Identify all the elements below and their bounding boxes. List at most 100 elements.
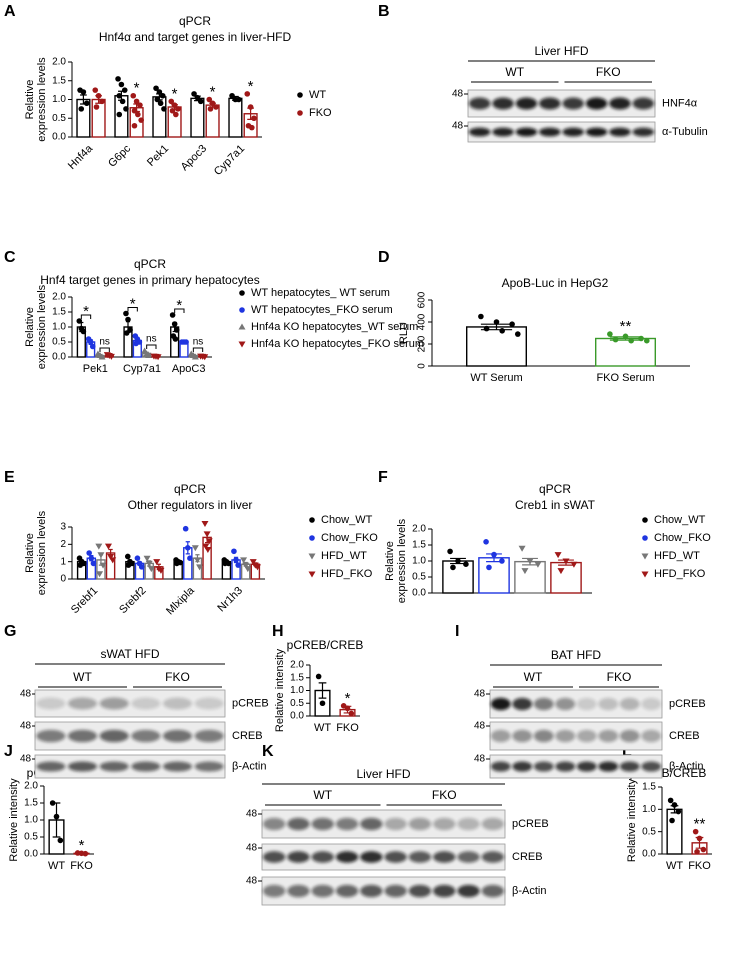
blot-title: BAT HFD — [551, 648, 602, 662]
panel-letter: H — [272, 623, 284, 640]
data-point — [92, 87, 99, 93]
data-point — [197, 98, 204, 105]
data-point — [171, 102, 178, 108]
group-label: WT — [73, 670, 92, 684]
significance-label: ns — [146, 334, 157, 345]
blot-band — [360, 884, 383, 898]
blot-band — [490, 761, 511, 772]
blot-band — [194, 729, 224, 743]
y-tick-label: 0.5 — [52, 337, 66, 348]
y-tick-label: 2.0 — [52, 292, 66, 303]
significance-label: * — [83, 303, 89, 320]
x-tick-label: FKO — [70, 860, 93, 872]
y-tick-label: 1.0 — [52, 94, 66, 105]
data-point — [514, 331, 521, 337]
group-label: FKO — [607, 670, 632, 684]
data-point — [97, 552, 105, 559]
significance-label: ns — [99, 337, 110, 348]
data-point — [89, 343, 96, 350]
row-label: α-Tubulin — [662, 126, 708, 138]
blot-band — [384, 817, 407, 831]
data-point — [344, 705, 351, 712]
legend-label: Hnf4a KO hepatocytes_FKO serum — [251, 338, 424, 350]
data-point — [207, 106, 214, 112]
data-point — [193, 557, 201, 564]
blot-band — [512, 761, 533, 772]
data-point — [154, 354, 162, 361]
significance-bracket — [80, 314, 92, 319]
data-point — [244, 91, 251, 97]
blot-band — [99, 761, 129, 772]
mw-marker: 48 — [20, 754, 32, 765]
data-point — [612, 336, 619, 343]
mw-marker: 48 — [20, 721, 32, 732]
blot-band — [468, 97, 491, 110]
data-point — [692, 828, 699, 835]
y-tick-label: 1.5 — [290, 672, 304, 683]
blot-band — [162, 729, 193, 743]
legend-label: FKO — [309, 107, 332, 119]
blot-band — [481, 884, 505, 898]
y-tick-label: 1.0 — [412, 556, 426, 567]
blot-band — [562, 127, 584, 137]
row-label: pCREB — [232, 697, 269, 709]
y-tick-label: 1.0 — [24, 815, 38, 826]
legend-marker — [642, 535, 648, 541]
row-label: β-Actin — [669, 760, 703, 772]
data-point — [249, 559, 257, 566]
legend-marker — [297, 92, 303, 98]
data-point — [145, 560, 153, 567]
legend-marker — [309, 535, 315, 541]
blot-band — [99, 729, 129, 743]
data-point — [125, 562, 132, 568]
legend-label: Chow_WT — [321, 514, 373, 526]
blot-band — [481, 851, 505, 863]
blot-band — [555, 729, 576, 743]
data-point — [107, 353, 115, 360]
blot-band — [262, 817, 286, 831]
data-point — [222, 560, 228, 567]
y-tick-label: 1.0 — [52, 322, 66, 333]
data-point — [253, 564, 261, 571]
blot-band — [262, 851, 286, 863]
mw-marker: 48 — [246, 876, 258, 887]
significance-label: * — [130, 295, 136, 312]
panel-letter: J — [4, 743, 13, 760]
blot-band — [533, 697, 554, 711]
y-tick-label: 0.5 — [642, 826, 656, 837]
data-point — [99, 98, 105, 105]
y-tick-label: 0.0 — [52, 132, 66, 143]
data-point — [204, 547, 212, 554]
data-point — [249, 124, 255, 131]
data-point — [348, 710, 355, 717]
legend-label: HFD_WT — [654, 550, 700, 562]
mw-marker: 48 — [452, 121, 464, 132]
significance-bracket — [127, 307, 138, 312]
legend-label: HFD_FKO — [321, 568, 373, 580]
y-tick-label: 0.5 — [290, 698, 304, 709]
significance-bracket — [99, 347, 110, 352]
data-point — [675, 808, 682, 815]
x-tick-label: WT — [48, 860, 65, 872]
y-tick-label: 2.0 — [52, 57, 66, 68]
data-point — [98, 353, 106, 360]
data-point — [638, 335, 644, 342]
y-axis-label: expression levels — [396, 518, 408, 603]
data-point — [175, 106, 181, 112]
y-tick-label: 0.0 — [24, 849, 38, 860]
data-point — [229, 92, 235, 99]
bar — [550, 561, 582, 594]
data-point — [53, 813, 60, 820]
group-label: FKO — [165, 670, 190, 684]
group-label: WT — [524, 670, 543, 684]
significance-label: * — [79, 837, 85, 854]
legend-marker — [641, 553, 649, 560]
data-point — [319, 700, 326, 707]
data-point — [694, 848, 700, 855]
y-tick-label: 1.5 — [412, 540, 426, 551]
blot-band — [67, 761, 98, 772]
data-point — [191, 545, 199, 552]
y-tick-label: 400 — [417, 313, 428, 330]
data-point — [169, 312, 176, 318]
y-axis-label: expression levels — [36, 57, 48, 142]
